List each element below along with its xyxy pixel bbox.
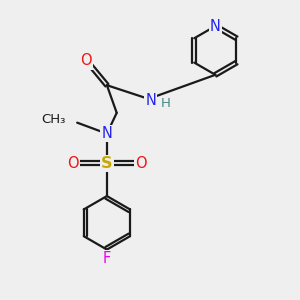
Text: O: O [80,53,92,68]
Text: O: O [67,156,79,171]
Text: O: O [135,156,147,171]
Text: S: S [101,156,113,171]
Text: CH₃: CH₃ [41,113,66,126]
Text: N: N [146,93,156,108]
Text: H: H [161,97,171,110]
Text: N: N [210,19,221,34]
Text: N: N [101,126,112,141]
Text: F: F [103,251,111,266]
